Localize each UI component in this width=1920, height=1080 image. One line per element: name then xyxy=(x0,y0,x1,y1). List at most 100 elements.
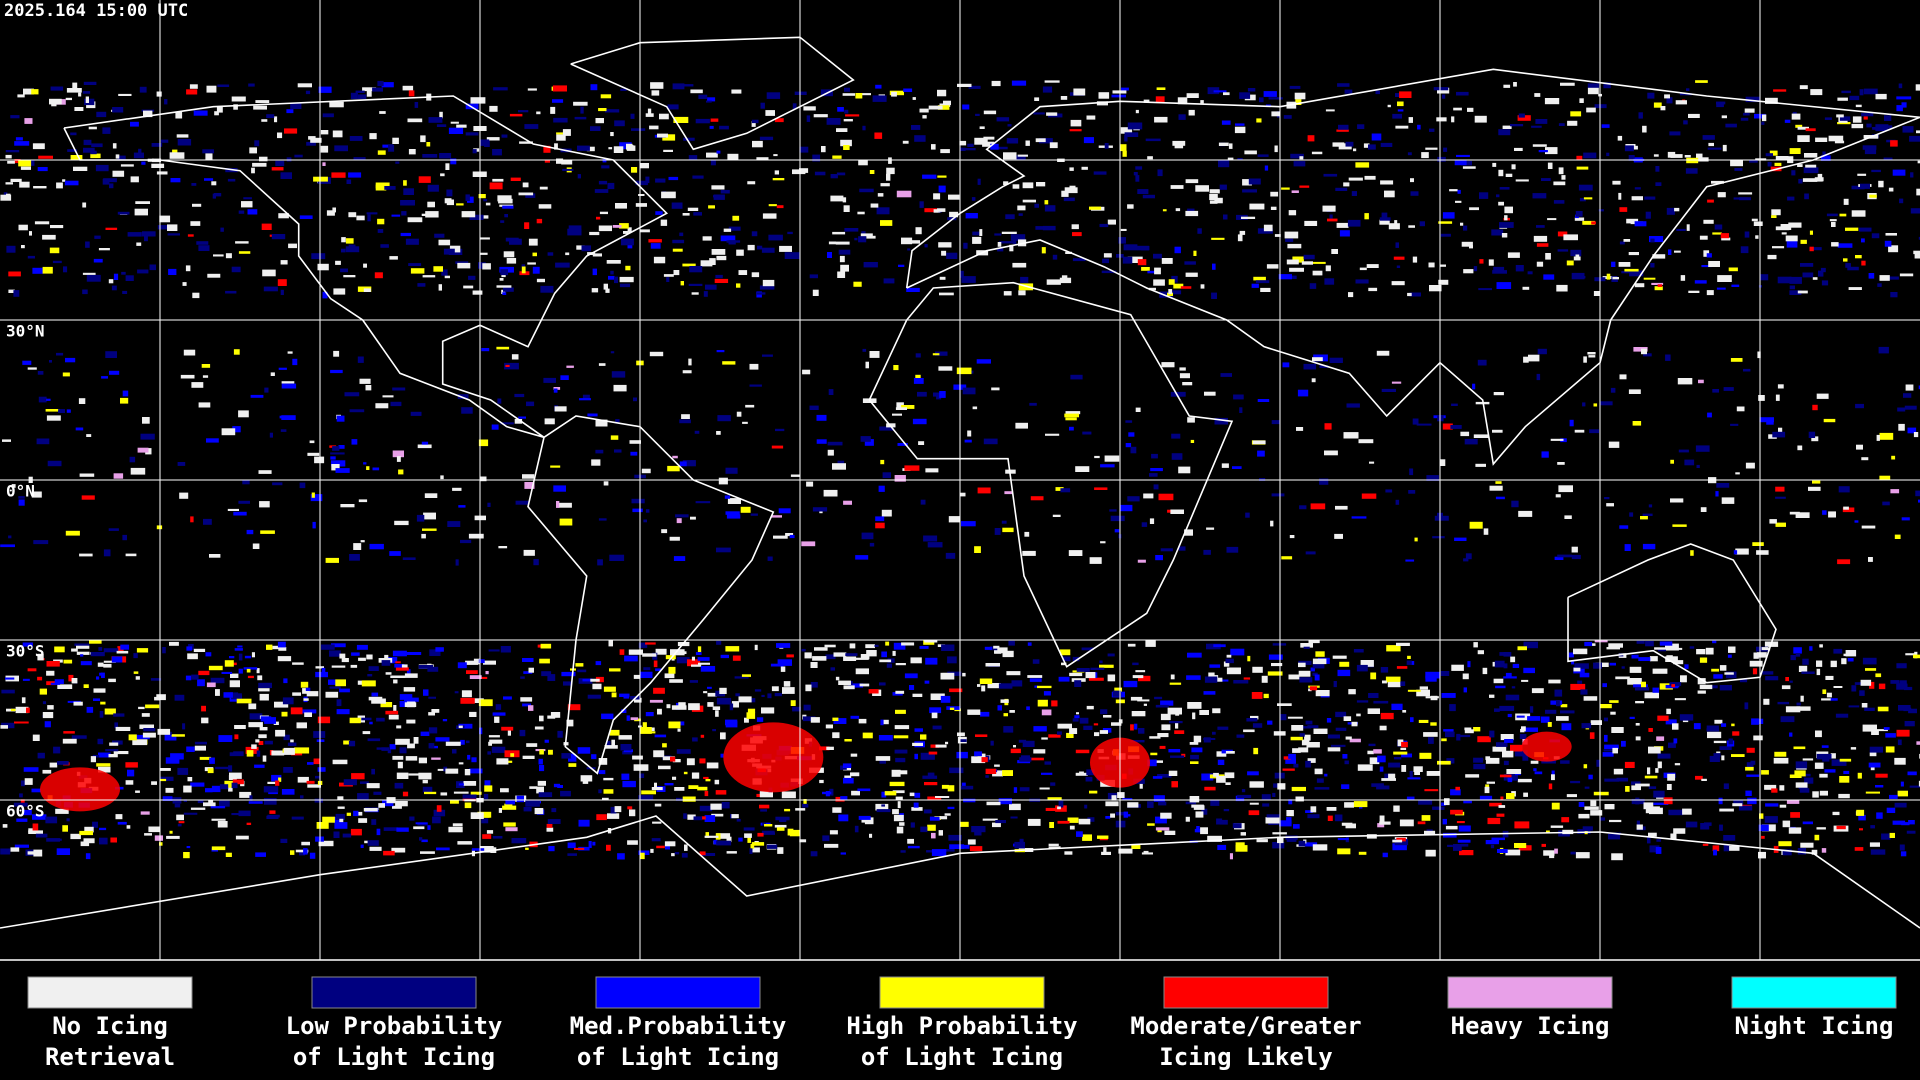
icing-patch xyxy=(1724,672,1734,675)
icing-patch xyxy=(1915,84,1920,91)
icing-patch xyxy=(485,671,489,675)
icing-patch xyxy=(1677,378,1693,385)
icing-patch xyxy=(422,779,428,784)
icing-patch xyxy=(1408,225,1415,228)
icing-patch xyxy=(1379,217,1391,221)
icing-patch xyxy=(1331,744,1346,747)
icing-patch xyxy=(647,108,652,115)
icing-patch xyxy=(947,785,955,792)
icing-patch xyxy=(1200,100,1204,104)
icing-patch xyxy=(282,697,294,705)
icing-patch xyxy=(574,847,585,850)
icing-patch xyxy=(428,743,435,749)
icing-patch xyxy=(1153,484,1159,490)
icing-patch xyxy=(645,509,650,513)
icing-patch xyxy=(613,384,627,392)
icing-patch xyxy=(913,378,924,384)
icing-patch xyxy=(1337,848,1351,855)
icing-patch xyxy=(543,145,551,153)
icing-patch xyxy=(1247,771,1259,776)
icing-patch xyxy=(154,835,163,841)
icing-patch xyxy=(885,641,890,646)
icing-patch xyxy=(900,850,906,853)
icing-patch xyxy=(1578,813,1590,819)
icing-patch xyxy=(301,709,317,714)
icing-patch xyxy=(1293,161,1306,167)
icing-patch xyxy=(910,657,922,664)
icing-patch xyxy=(306,780,315,784)
icing-patch xyxy=(356,215,365,221)
icing-patch xyxy=(1593,662,1602,669)
icing-patch xyxy=(939,276,946,280)
icing-patch xyxy=(676,749,691,754)
icing-patch xyxy=(792,103,797,110)
icing-patch xyxy=(1298,747,1309,753)
icing-patch xyxy=(1762,824,1776,832)
icing-patch xyxy=(248,722,263,728)
icing-patch xyxy=(1214,197,1223,204)
icing-patch xyxy=(1419,686,1428,690)
icing-patch xyxy=(505,800,515,805)
icing-patch xyxy=(492,712,506,716)
icing-patch xyxy=(1107,653,1115,657)
icing-patch xyxy=(1537,348,1547,355)
icing-patch xyxy=(1778,427,1783,434)
icing-patch xyxy=(1237,234,1243,242)
icing-patch xyxy=(1058,800,1064,808)
icing-patch xyxy=(928,105,943,110)
icing-patch xyxy=(424,493,438,498)
icing-patch xyxy=(1763,698,1770,705)
icing-patch xyxy=(956,844,970,849)
icing-patch xyxy=(1582,220,1595,225)
icing-patch xyxy=(1463,269,1474,274)
icing-patch xyxy=(676,518,682,524)
icing-patch xyxy=(1187,652,1202,658)
icing-patch xyxy=(1164,830,1176,835)
icing-patch xyxy=(1364,213,1369,220)
icing-patch xyxy=(1124,135,1128,142)
icing-patch xyxy=(721,802,730,809)
icing-patch xyxy=(149,264,156,271)
icing-patch xyxy=(109,183,114,189)
icing-patch xyxy=(992,822,1001,828)
icing-patch xyxy=(1609,819,1622,823)
icing-patch xyxy=(704,815,716,822)
icing-patch xyxy=(925,657,938,665)
icing-patch xyxy=(408,263,422,266)
icing-patch xyxy=(1674,763,1681,766)
icing-patch xyxy=(1755,158,1767,161)
icing-patch xyxy=(1707,199,1714,203)
icing-patch xyxy=(1055,805,1067,812)
icing-patch xyxy=(1621,740,1626,747)
legend-label: Low Probability xyxy=(286,1012,503,1040)
icing-patch xyxy=(1560,710,1575,714)
icing-patch xyxy=(575,663,584,667)
icing-patch xyxy=(216,106,223,113)
icing-patch xyxy=(1156,87,1166,90)
icing-patch xyxy=(1450,789,1461,796)
icing-patch xyxy=(113,273,119,280)
icing-patch xyxy=(1344,802,1354,808)
icing-patch xyxy=(1890,292,1898,298)
icing-patch xyxy=(1068,550,1083,556)
icing-patch xyxy=(1608,441,1620,448)
icing-patch xyxy=(858,815,871,820)
icing-patch xyxy=(277,132,283,139)
icing-patch xyxy=(668,666,676,674)
icing-patch xyxy=(1445,825,1458,830)
icing-patch xyxy=(136,242,142,246)
icing-patch xyxy=(1272,643,1287,646)
icing-patch xyxy=(775,816,790,821)
icing-patch xyxy=(63,659,73,664)
icing-patch xyxy=(430,745,438,749)
icing-patch xyxy=(672,83,685,90)
icing-patch xyxy=(995,146,1008,150)
icing-patch xyxy=(1831,759,1847,766)
icing-patch xyxy=(189,84,198,89)
icing-patch xyxy=(750,844,755,849)
icing-patch xyxy=(1870,849,1886,855)
icing-patch xyxy=(1822,689,1827,694)
icing-patch xyxy=(1836,825,1846,830)
icing-patch xyxy=(837,460,845,466)
icing-patch xyxy=(1069,167,1074,171)
